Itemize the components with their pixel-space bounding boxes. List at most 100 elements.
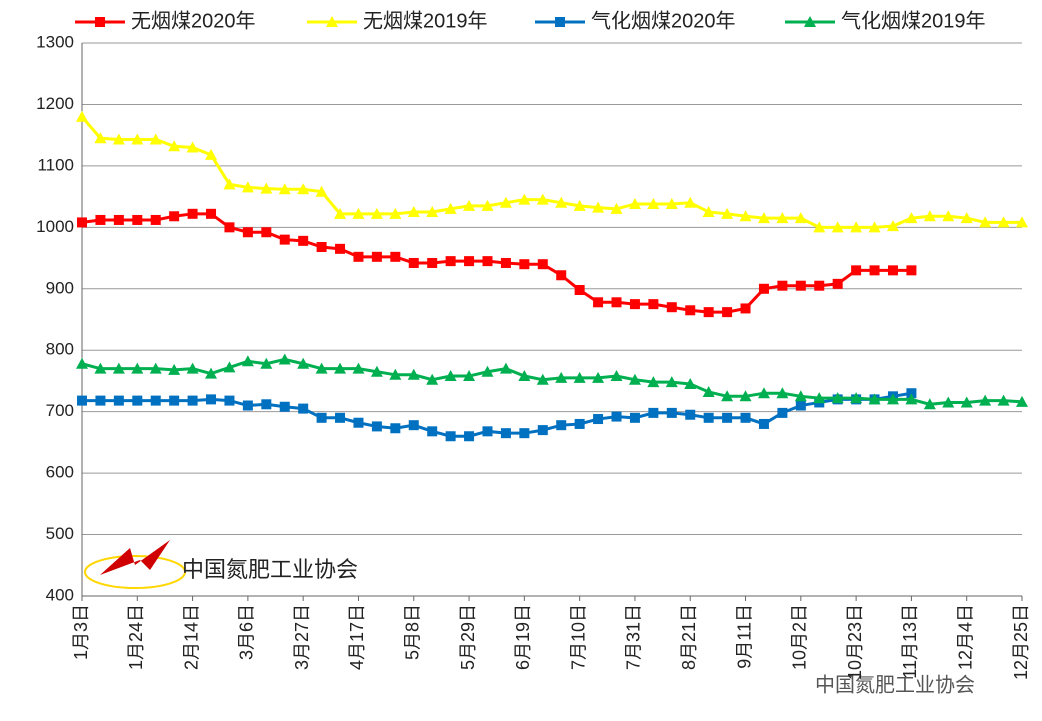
marker: [326, 16, 338, 27]
marker: [850, 392, 863, 404]
x-tick-label: 12月25日: [1011, 604, 1031, 680]
marker: [205, 148, 218, 160]
marker: [610, 370, 623, 382]
marker: [390, 423, 401, 434]
marker: [721, 207, 734, 219]
marker: [647, 376, 660, 388]
marker: [923, 210, 936, 222]
marker: [574, 418, 585, 429]
marker: [519, 259, 530, 270]
marker: [132, 395, 143, 406]
marker: [131, 133, 144, 145]
marker: [150, 214, 161, 225]
marker: [315, 362, 328, 374]
marker: [887, 265, 898, 276]
y-tick-label: 1200: [36, 94, 74, 113]
marker: [536, 373, 549, 385]
legend-label: 气化烟煤2019年: [841, 9, 986, 32]
marker: [76, 357, 88, 369]
marker: [628, 373, 641, 385]
y-tick-label: 700: [46, 401, 74, 420]
marker: [647, 197, 660, 209]
marker: [445, 256, 456, 267]
x-tick-label: 8月21日: [679, 604, 699, 670]
x-tick-label: 4月17日: [347, 604, 367, 670]
marker: [223, 178, 236, 190]
marker: [722, 307, 733, 318]
marker: [869, 265, 880, 276]
logo: [84, 540, 186, 589]
marker: [666, 407, 677, 418]
marker: [556, 270, 567, 281]
marker: [555, 17, 565, 27]
marker: [868, 393, 881, 405]
marker: [242, 227, 253, 238]
marker: [905, 212, 918, 224]
marker: [206, 208, 217, 219]
y-tick-label: 900: [46, 278, 74, 297]
marker: [739, 390, 752, 402]
marker: [187, 208, 198, 219]
marker: [555, 196, 568, 208]
marker: [611, 411, 622, 422]
x-tick-label: 11月13日: [900, 604, 920, 679]
watermark: 中国氮肥工业协会: [815, 673, 975, 696]
marker: [463, 370, 476, 382]
marker: [997, 216, 1010, 228]
legend-item: 气化烟煤2020年: [535, 9, 736, 32]
y-tick-label: 500: [46, 524, 74, 543]
marker: [463, 199, 476, 211]
marker: [205, 367, 218, 379]
marker: [206, 394, 217, 405]
marker: [500, 428, 511, 439]
marker: [537, 259, 548, 270]
annotation: 中国氮肥工业协会: [182, 557, 358, 582]
marker: [95, 395, 106, 406]
marker: [352, 207, 365, 219]
marker: [334, 362, 347, 374]
marker: [703, 307, 714, 318]
marker: [389, 368, 402, 380]
marker: [518, 193, 531, 205]
marker: [629, 412, 640, 423]
marker: [444, 202, 457, 214]
marker: [352, 362, 365, 374]
marker: [500, 257, 511, 268]
x-tick-label: 1月24日: [126, 604, 146, 670]
marker: [261, 399, 272, 410]
marker: [241, 355, 254, 367]
marker: [370, 365, 383, 377]
marker: [758, 283, 769, 294]
marker: [794, 390, 807, 402]
marker: [76, 110, 88, 122]
marker: [610, 202, 623, 214]
marker: [408, 257, 419, 268]
marker: [112, 133, 125, 145]
y-tick-label: 1100: [37, 155, 74, 174]
marker: [628, 197, 641, 209]
marker: [370, 207, 383, 219]
marker: [445, 431, 456, 442]
marker: [814, 280, 825, 291]
series-line: [80, 115, 1022, 229]
marker: [960, 396, 973, 408]
marker: [353, 251, 364, 262]
y-tick-label: 1000: [36, 217, 74, 236]
marker: [593, 414, 604, 425]
x-tick-label: 12月4日: [955, 604, 975, 670]
marker: [482, 426, 493, 437]
marker: [886, 220, 899, 232]
marker: [499, 196, 512, 208]
marker: [813, 392, 826, 404]
marker: [241, 181, 254, 193]
x-tick-label: 6月19日: [513, 604, 533, 670]
marker: [132, 214, 143, 225]
marker: [574, 285, 585, 296]
marker: [757, 387, 770, 399]
x-tick-label: 2月14日: [181, 604, 201, 670]
marker: [960, 212, 973, 224]
marker: [464, 256, 475, 267]
y-tick-label: 600: [46, 463, 74, 482]
marker: [776, 387, 789, 399]
